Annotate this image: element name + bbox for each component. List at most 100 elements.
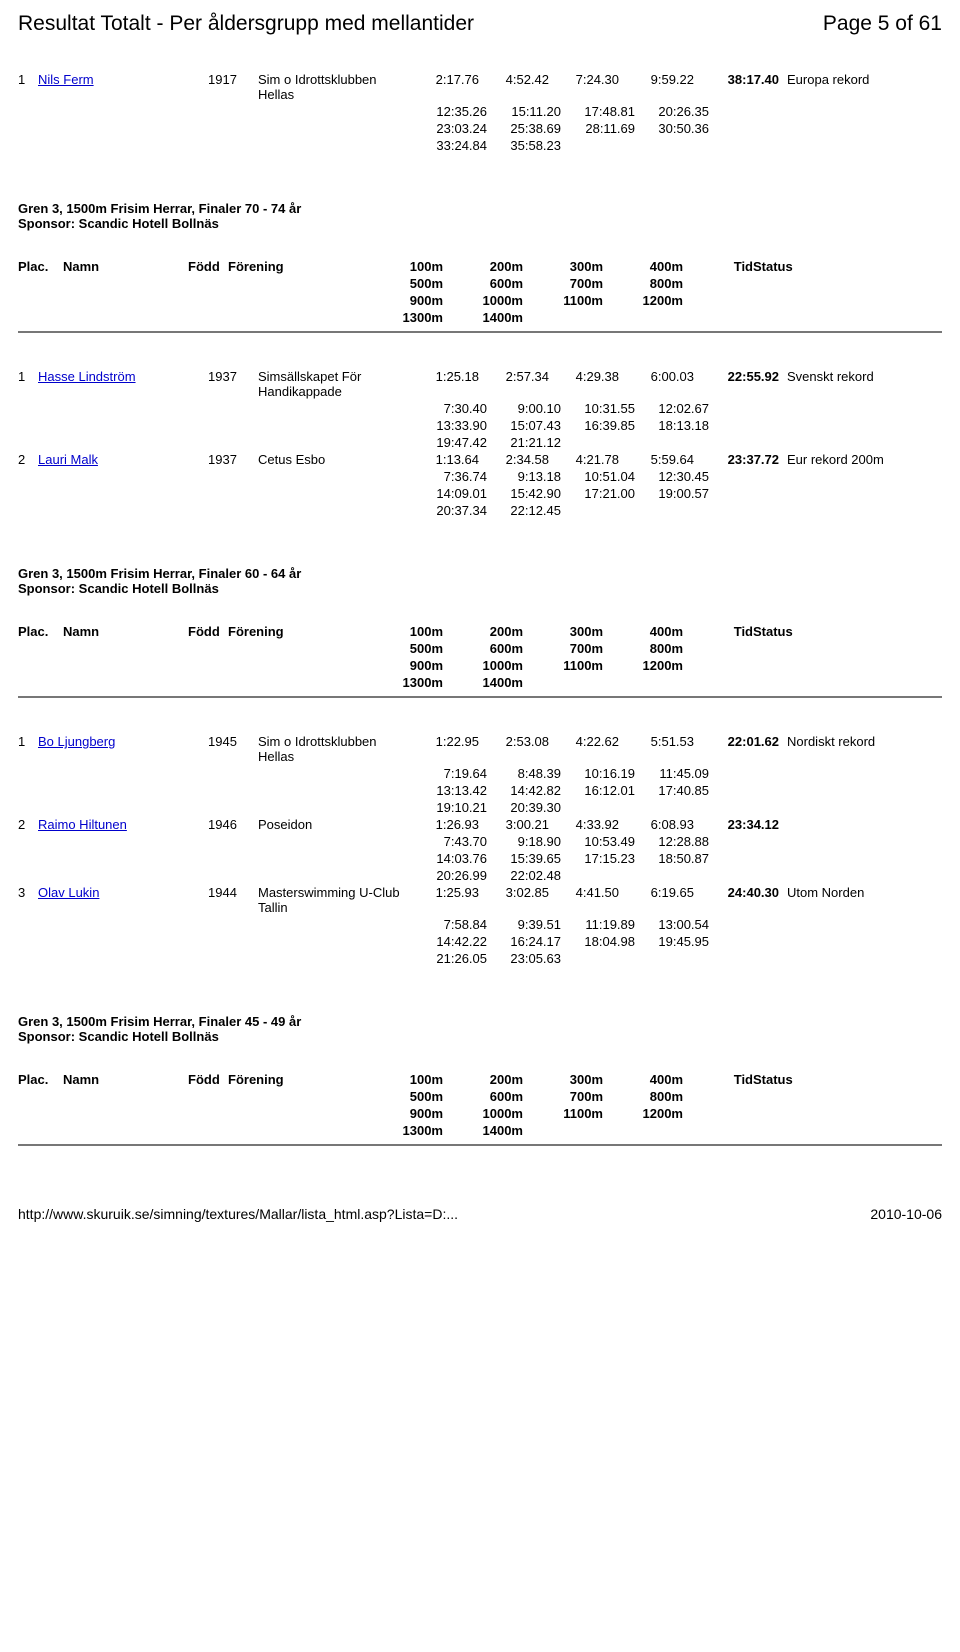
h-split: 900m bbox=[363, 293, 443, 308]
split-cell: 22:12.45 bbox=[487, 503, 561, 518]
h-split: 600m bbox=[443, 1089, 523, 1104]
h-split bbox=[603, 310, 683, 325]
split-cell: 19:47.42 bbox=[413, 435, 487, 450]
splits-line: 14:42.2216:24.1718:04.9819:45.95 bbox=[413, 934, 942, 949]
split-cell: 9:39.51 bbox=[487, 917, 561, 932]
name-link[interactable]: Lauri Malk bbox=[38, 452, 98, 467]
splits-line: 7:36.749:13.1810:51.0412:30.45 bbox=[413, 469, 942, 484]
split-200: 2:34.58 bbox=[483, 452, 553, 467]
birth-year: 1937 bbox=[208, 452, 258, 467]
h-split: 1200m bbox=[603, 658, 683, 673]
splits-line: 20:26.9922:02.48 bbox=[413, 868, 942, 883]
split-300: 7:24.30 bbox=[553, 72, 623, 102]
total-time: 22:01.62 bbox=[698, 734, 783, 764]
h-split: 1200m bbox=[603, 1106, 683, 1121]
h-split: 700m bbox=[523, 1089, 603, 1104]
h-split: 1400m bbox=[443, 310, 523, 325]
name-link[interactable]: Bo Ljungberg bbox=[38, 734, 115, 749]
h-tid: Tid bbox=[683, 259, 753, 274]
status: Europa rekord bbox=[783, 72, 903, 102]
name-link[interactable]: Olav Lukin bbox=[38, 885, 99, 900]
page-title: Resultat Totalt - Per åldersgrupp med me… bbox=[18, 12, 474, 36]
result-row: 1Bo Ljungberg1945Sim o Idrottsklubben He… bbox=[18, 734, 942, 764]
split-100: 1:25.93 bbox=[413, 885, 483, 915]
h-forening: Förening bbox=[228, 1072, 363, 1087]
splits-line: 12:35.2615:11.2017:48.8120:26.35 bbox=[413, 104, 942, 119]
h-split: 600m bbox=[443, 641, 523, 656]
split-cell: 19:10.21 bbox=[413, 800, 487, 815]
h-split: 100m bbox=[363, 259, 443, 274]
split-cell: 18:13.18 bbox=[635, 418, 709, 433]
section-title: Gren 3, 1500m Frisim Herrar, Finaler 70 … bbox=[18, 201, 942, 216]
h-status: Status bbox=[753, 1072, 823, 1087]
section-sponsor: Sponsor: Scandic Hotell Bollnäs bbox=[18, 216, 942, 231]
split-cell: 9:13.18 bbox=[487, 469, 561, 484]
split-cell: 18:04.98 bbox=[561, 934, 635, 949]
split-cell: 19:00.57 bbox=[635, 486, 709, 501]
h-split bbox=[523, 310, 603, 325]
split-cell: 18:50.87 bbox=[635, 851, 709, 866]
split-cell: 14:42.22 bbox=[413, 934, 487, 949]
name-link[interactable]: Nils Ferm bbox=[38, 72, 94, 87]
h-split: 400m bbox=[603, 259, 683, 274]
split-cell: 17:40.85 bbox=[635, 783, 709, 798]
split-200: 4:52.42 bbox=[483, 72, 553, 102]
section-sponsor: Sponsor: Scandic Hotell Bollnäs bbox=[18, 581, 942, 596]
splits-line: 7:58.849:39.5111:19.8913:00.54 bbox=[413, 917, 942, 932]
splits-line: 7:30.409:00.1010:31.5512:02.67 bbox=[413, 401, 942, 416]
split-cell: 8:48.39 bbox=[487, 766, 561, 781]
split-cell: 15:42.90 bbox=[487, 486, 561, 501]
birth-year: 1945 bbox=[208, 734, 258, 764]
col-header-row: Plac.NamnFöddFörening100m200m300m400mTid… bbox=[18, 1072, 942, 1087]
h-status: Status bbox=[753, 624, 823, 639]
split-cell: 22:02.48 bbox=[487, 868, 561, 883]
split-400: 6:19.65 bbox=[623, 885, 698, 915]
club: Sim o Idrottsklubben Hellas bbox=[258, 72, 413, 102]
result-row: 2Lauri Malk1937Cetus Esbo1:13.642:34.584… bbox=[18, 452, 942, 467]
footer-date: 2010-10-06 bbox=[870, 1206, 942, 1222]
footer-url[interactable]: http://www.skuruik.se/simning/textures/M… bbox=[18, 1206, 458, 1222]
birth-year: 1917 bbox=[208, 72, 258, 102]
splits-line: 23:03.2425:38.6928:11.6930:50.36 bbox=[413, 121, 942, 136]
split-cell: 7:19.64 bbox=[413, 766, 487, 781]
col-header-row: 900m1000m1100m1200m bbox=[18, 293, 942, 308]
swimmer-name: Hasse Lindström bbox=[38, 369, 208, 399]
top-results: 1Nils Ferm1917Sim o Idrottsklubben Hella… bbox=[18, 72, 942, 153]
split-cell: 20:26.35 bbox=[635, 104, 709, 119]
h-fodd: Född bbox=[188, 1072, 228, 1087]
name-link[interactable]: Raimo Hiltunen bbox=[38, 817, 127, 832]
swimmer-name: Nils Ferm bbox=[38, 72, 208, 102]
h-split: 800m bbox=[603, 276, 683, 291]
splits-line: 14:09.0115:42.9017:21.0019:00.57 bbox=[413, 486, 942, 501]
h-split: 800m bbox=[603, 1089, 683, 1104]
h-split: 400m bbox=[603, 624, 683, 639]
h-split: 700m bbox=[523, 641, 603, 656]
club: Cetus Esbo bbox=[258, 452, 413, 467]
h-fodd: Född bbox=[188, 624, 228, 639]
place: 2 bbox=[18, 452, 38, 467]
splits-line: 7:43.709:18.9010:53.4912:28.88 bbox=[413, 834, 942, 849]
col-header-row: 500m600m700m800m bbox=[18, 1089, 942, 1104]
h-split: 1400m bbox=[443, 675, 523, 690]
col-header-row: 1300m1400m bbox=[18, 675, 942, 690]
h-split: 800m bbox=[603, 641, 683, 656]
h-tid: Tid bbox=[683, 624, 753, 639]
h-split: 1000m bbox=[443, 293, 523, 308]
h-split: 500m bbox=[363, 276, 443, 291]
split-cell: 12:28.88 bbox=[635, 834, 709, 849]
col-header-row: 1300m1400m bbox=[18, 1123, 942, 1138]
swimmer-name: Bo Ljungberg bbox=[38, 734, 208, 764]
club: Masterswimming U-Club Tallin bbox=[258, 885, 413, 915]
split-cell: 12:30.45 bbox=[635, 469, 709, 484]
split-200: 3:00.21 bbox=[483, 817, 553, 832]
split-cell: 23:03.24 bbox=[413, 121, 487, 136]
place: 2 bbox=[18, 817, 38, 832]
status: Svenskt rekord bbox=[783, 369, 903, 399]
h-split: 1300m bbox=[363, 675, 443, 690]
total-time: 23:34.12 bbox=[698, 817, 783, 832]
h-fodd: Född bbox=[188, 259, 228, 274]
h-split: 1000m bbox=[443, 658, 523, 673]
split-cell: 20:26.99 bbox=[413, 868, 487, 883]
name-link[interactable]: Hasse Lindström bbox=[38, 369, 136, 384]
col-header-row: 500m600m700m800m bbox=[18, 276, 942, 291]
